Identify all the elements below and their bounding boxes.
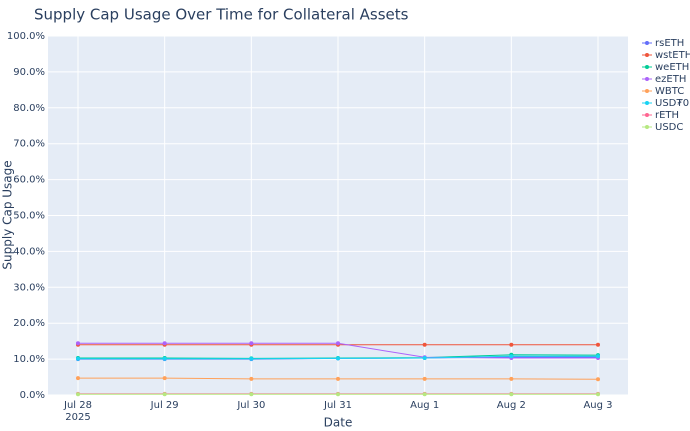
data-point [162, 376, 167, 381]
x-axis-title: Date [324, 416, 353, 430]
y-tick-label: 70.0% [13, 139, 45, 150]
data-point [422, 356, 427, 361]
x-tick-label: Jul 28 [63, 400, 92, 411]
y-tick-label: 30.0% [13, 282, 45, 293]
legend-label: ezETH [655, 74, 686, 85]
legend-label: rsETH [655, 38, 684, 49]
x-tick-label: Jul 31 [323, 400, 352, 411]
data-point [162, 392, 167, 397]
y-tick-label: 10.0% [13, 354, 45, 365]
data-point [336, 356, 340, 361]
chart-title: Supply Cap Usage Over Time for Collatera… [34, 6, 409, 24]
x-tick-label: Aug 1 [410, 400, 439, 411]
data-point [596, 392, 600, 397]
y-tick-label: 90.0% [13, 67, 45, 78]
data-point [336, 376, 340, 381]
y-tick-label: 100.0% [7, 31, 45, 42]
data-point [249, 341, 254, 346]
data-point [76, 341, 80, 346]
y-tick-label: 50.0% [13, 211, 45, 222]
legend-label: USDC [655, 122, 683, 133]
legend-label: USD₮0 [655, 98, 689, 109]
data-point [249, 392, 254, 397]
legend-marker [645, 41, 649, 45]
y-tick-label: 80.0% [13, 103, 45, 114]
data-point [162, 356, 167, 361]
x-year-label: 2025 [65, 412, 90, 423]
data-point [596, 354, 600, 359]
data-point [509, 376, 514, 381]
data-point [422, 342, 427, 347]
data-point [596, 342, 600, 347]
data-point [422, 376, 427, 381]
legend-marker [645, 89, 649, 93]
data-point [249, 376, 254, 381]
legend-marker [645, 125, 649, 129]
x-tick-label: Aug 2 [497, 400, 526, 411]
legend-marker [645, 77, 649, 81]
data-point [76, 392, 80, 397]
x-tick-label: Aug 3 [583, 400, 612, 411]
y-tick-label: 40.0% [13, 246, 45, 257]
legend-label: WBTC [655, 86, 684, 97]
data-point [509, 392, 514, 397]
legend-label: wstETH [655, 50, 690, 61]
y-tick-label: 60.0% [13, 175, 45, 186]
data-point [422, 392, 427, 397]
y-tick-label: 20.0% [13, 318, 45, 329]
data-point [336, 392, 340, 397]
y-tick-label: 0.0% [20, 390, 45, 401]
legend-marker [645, 113, 649, 117]
data-point [336, 341, 340, 346]
legend-label: rETH [655, 110, 679, 121]
data-point [76, 356, 80, 361]
legend-marker [645, 53, 649, 57]
legend-marker [645, 65, 649, 69]
data-point [249, 356, 254, 361]
data-point [509, 354, 514, 359]
data-point [162, 341, 167, 346]
data-point [596, 377, 600, 382]
legend-label: weETH [655, 62, 689, 73]
x-tick-label: Jul 30 [236, 400, 265, 411]
data-point [76, 376, 80, 381]
x-tick-label: Jul 29 [150, 400, 179, 411]
y-axis-title: Supply Cap Usage [1, 160, 15, 269]
legend-marker [645, 101, 649, 105]
data-point [509, 342, 514, 347]
